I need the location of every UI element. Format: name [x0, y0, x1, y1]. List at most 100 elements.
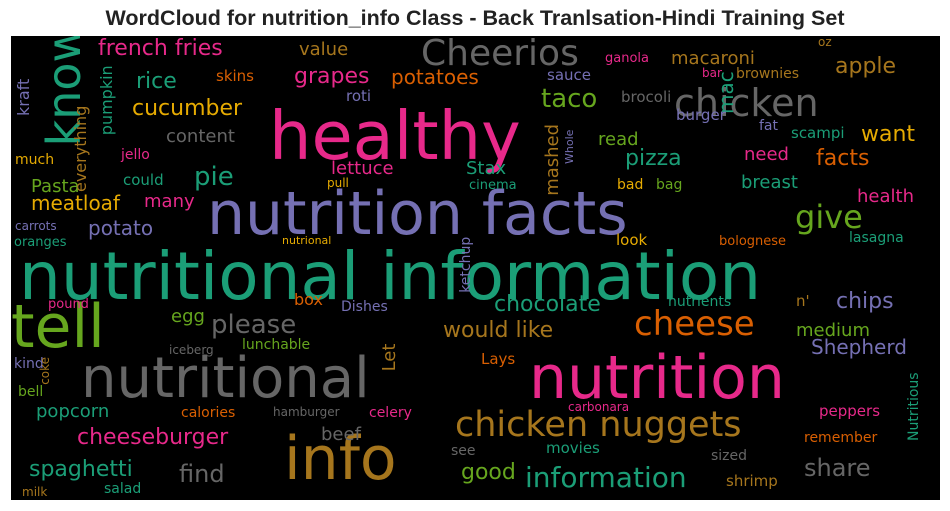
cloud-word-nutrition: nutrition [529, 343, 785, 413]
cloud-word-sized: sized [711, 448, 748, 464]
cloud-word-let: Let [379, 343, 400, 372]
cloud-word-mashed: mashed [542, 123, 563, 196]
cloud-word-lunchable: lunchable [242, 337, 311, 353]
cloud-word-popcorn: popcorn [36, 401, 110, 422]
cloud-word-french-fries: french fries [98, 36, 223, 61]
word-cloud-words: nutritional information healthy nutrition … [11, 36, 940, 500]
cloud-word-jello: jello [121, 147, 150, 163]
cloud-word-read: read [598, 129, 639, 150]
cloud-word-skins: skins [216, 67, 254, 85]
cloud-word-cucumber: cucumber [132, 96, 243, 121]
cloud-word-chicken-nuggets: chicken nuggets [455, 405, 742, 445]
cloud-word-bag: bag [656, 177, 683, 193]
cloud-word-content: content [166, 126, 235, 147]
cloud-word-nutrients: nutrients [668, 294, 732, 310]
cloud-word-ganola: ganola [605, 51, 649, 66]
cloud-word-taco: taco [541, 84, 598, 114]
cloud-word-brocoli: brocoli [621, 88, 672, 106]
cloud-word-lasagna: lasagna [849, 230, 904, 246]
cloud-word-peppers: peppers [819, 402, 881, 420]
cloud-word-lays: Lays [481, 350, 516, 368]
cloud-word-value: value [299, 39, 349, 60]
cloud-word-meatloaf: meatloaf [31, 191, 120, 215]
cloud-word-info: info [284, 424, 397, 494]
cloud-word-carbonara: carbonara [568, 400, 630, 414]
cloud-word-grapes: grapes [294, 64, 370, 89]
cloud-word-hamburger: hamburger [273, 405, 340, 419]
cloud-word-nutritional: nutritional [81, 346, 370, 411]
word-cloud-background [11, 36, 940, 500]
cloud-word-information: information [525, 461, 687, 494]
cloud-word-macaroni: macaroni [671, 48, 755, 69]
cloud-word-oz: oz [818, 36, 832, 49]
cloud-word-give: give [795, 198, 863, 236]
figure-title: WordCloud for nutrition_info Class - Bac… [105, 6, 845, 30]
cloud-word-beef: beef [321, 424, 361, 445]
cloud-word-kraft: kraft [14, 78, 33, 116]
cloud-word-egg: egg [171, 306, 205, 327]
cloud-word-facts: facts [816, 146, 870, 171]
cloud-word-spaghetti: spaghetti [29, 457, 133, 482]
cloud-word-scampi: scampi [791, 124, 845, 142]
cloud-word-chocolate: chocolate [494, 292, 601, 317]
cloud-word-apple: apple [835, 54, 897, 79]
cloud-word-pie: pie [194, 162, 234, 192]
cloud-word-bell: bell [18, 384, 44, 400]
cloud-word-potato: potato [88, 216, 154, 240]
cloud-word-coke: coke [38, 356, 52, 385]
word-cloud: nutritional information healthy nutrition … [11, 36, 940, 500]
cloud-word-nutrition-facts: nutrition facts [207, 179, 628, 249]
cloud-word-fat: fat [759, 118, 778, 134]
cloud-word-stax: Stax [466, 158, 507, 179]
cloud-word-pumpkin: pumpkin [97, 65, 116, 136]
cloud-word-oranges: oranges [14, 235, 67, 250]
cloud-word-see: see [451, 443, 476, 459]
cloud-word-bar: bar [702, 66, 722, 80]
cloud-word-cinema: cinema [469, 178, 517, 193]
cloud-word-share: share [804, 454, 871, 482]
cloud-word-iceberg: iceberg [169, 343, 214, 357]
cloud-word-ketchup: ketchup [458, 236, 474, 293]
cloud-word-carrots: carrots [15, 219, 57, 233]
cloud-word-chicken: chicken [674, 81, 819, 125]
cloud-word-look: look [616, 231, 648, 249]
cloud-word-pasta: Pasta [31, 176, 80, 197]
cloud-word-sauce: sauce [547, 66, 591, 84]
cloud-word-healthy: healthy [269, 97, 521, 175]
cloud-word-much: much [15, 152, 55, 168]
cloud-word-pound: pound [48, 297, 89, 312]
cloud-word-would-like: would like [443, 318, 554, 343]
cloud-word-salad: salad [104, 481, 142, 497]
cloud-word-could: could [123, 171, 164, 189]
cloud-word-brownies: brownies [736, 66, 800, 82]
cloud-word-medium: medium [796, 320, 870, 341]
cloud-word-cheerios: Cheerios [421, 36, 579, 74]
cloud-word-many: many [144, 191, 195, 212]
cloud-word-nutritious: Nutritious [906, 372, 922, 441]
cloud-word-rice: rice [136, 69, 177, 94]
cloud-word-pull: pull [327, 176, 349, 190]
cloud-word-remember: remember [804, 430, 878, 446]
cloud-word-movies: movies [546, 439, 600, 457]
cloud-word-lettuce: lettuce [331, 158, 394, 179]
cloud-word-shrimp: shrimp [726, 472, 778, 490]
cloud-word-tell: tell [11, 292, 105, 362]
cloud-word-dishes: Dishes [341, 299, 388, 315]
cloud-word-good: good [461, 460, 516, 485]
cloud-word-burger: burger [676, 106, 726, 124]
cloud-word-cheese: cheese [634, 304, 755, 344]
cloud-word-breast: breast [741, 172, 798, 193]
cloud-word-please: please [211, 310, 297, 340]
cloud-word-cheeseburger: cheeseburger [77, 425, 229, 450]
cloud-word-pizza: pizza [625, 146, 682, 171]
cloud-word-bolognese: bolognese [719, 234, 787, 249]
cloud-word-find: find [179, 460, 225, 488]
cloud-word-everything: everything [71, 105, 90, 192]
cloud-word-calories: calories [181, 405, 236, 421]
cloud-word-shepherd: Shepherd [811, 335, 907, 359]
cloud-word-celery: celery [369, 405, 412, 421]
cloud-word-roti: roti [346, 87, 372, 105]
cloud-word-chips: chips [836, 289, 894, 314]
cloud-word-potatoes: potatoes [391, 65, 479, 89]
cloud-word-nutritional-information: nutritional information [19, 238, 762, 315]
